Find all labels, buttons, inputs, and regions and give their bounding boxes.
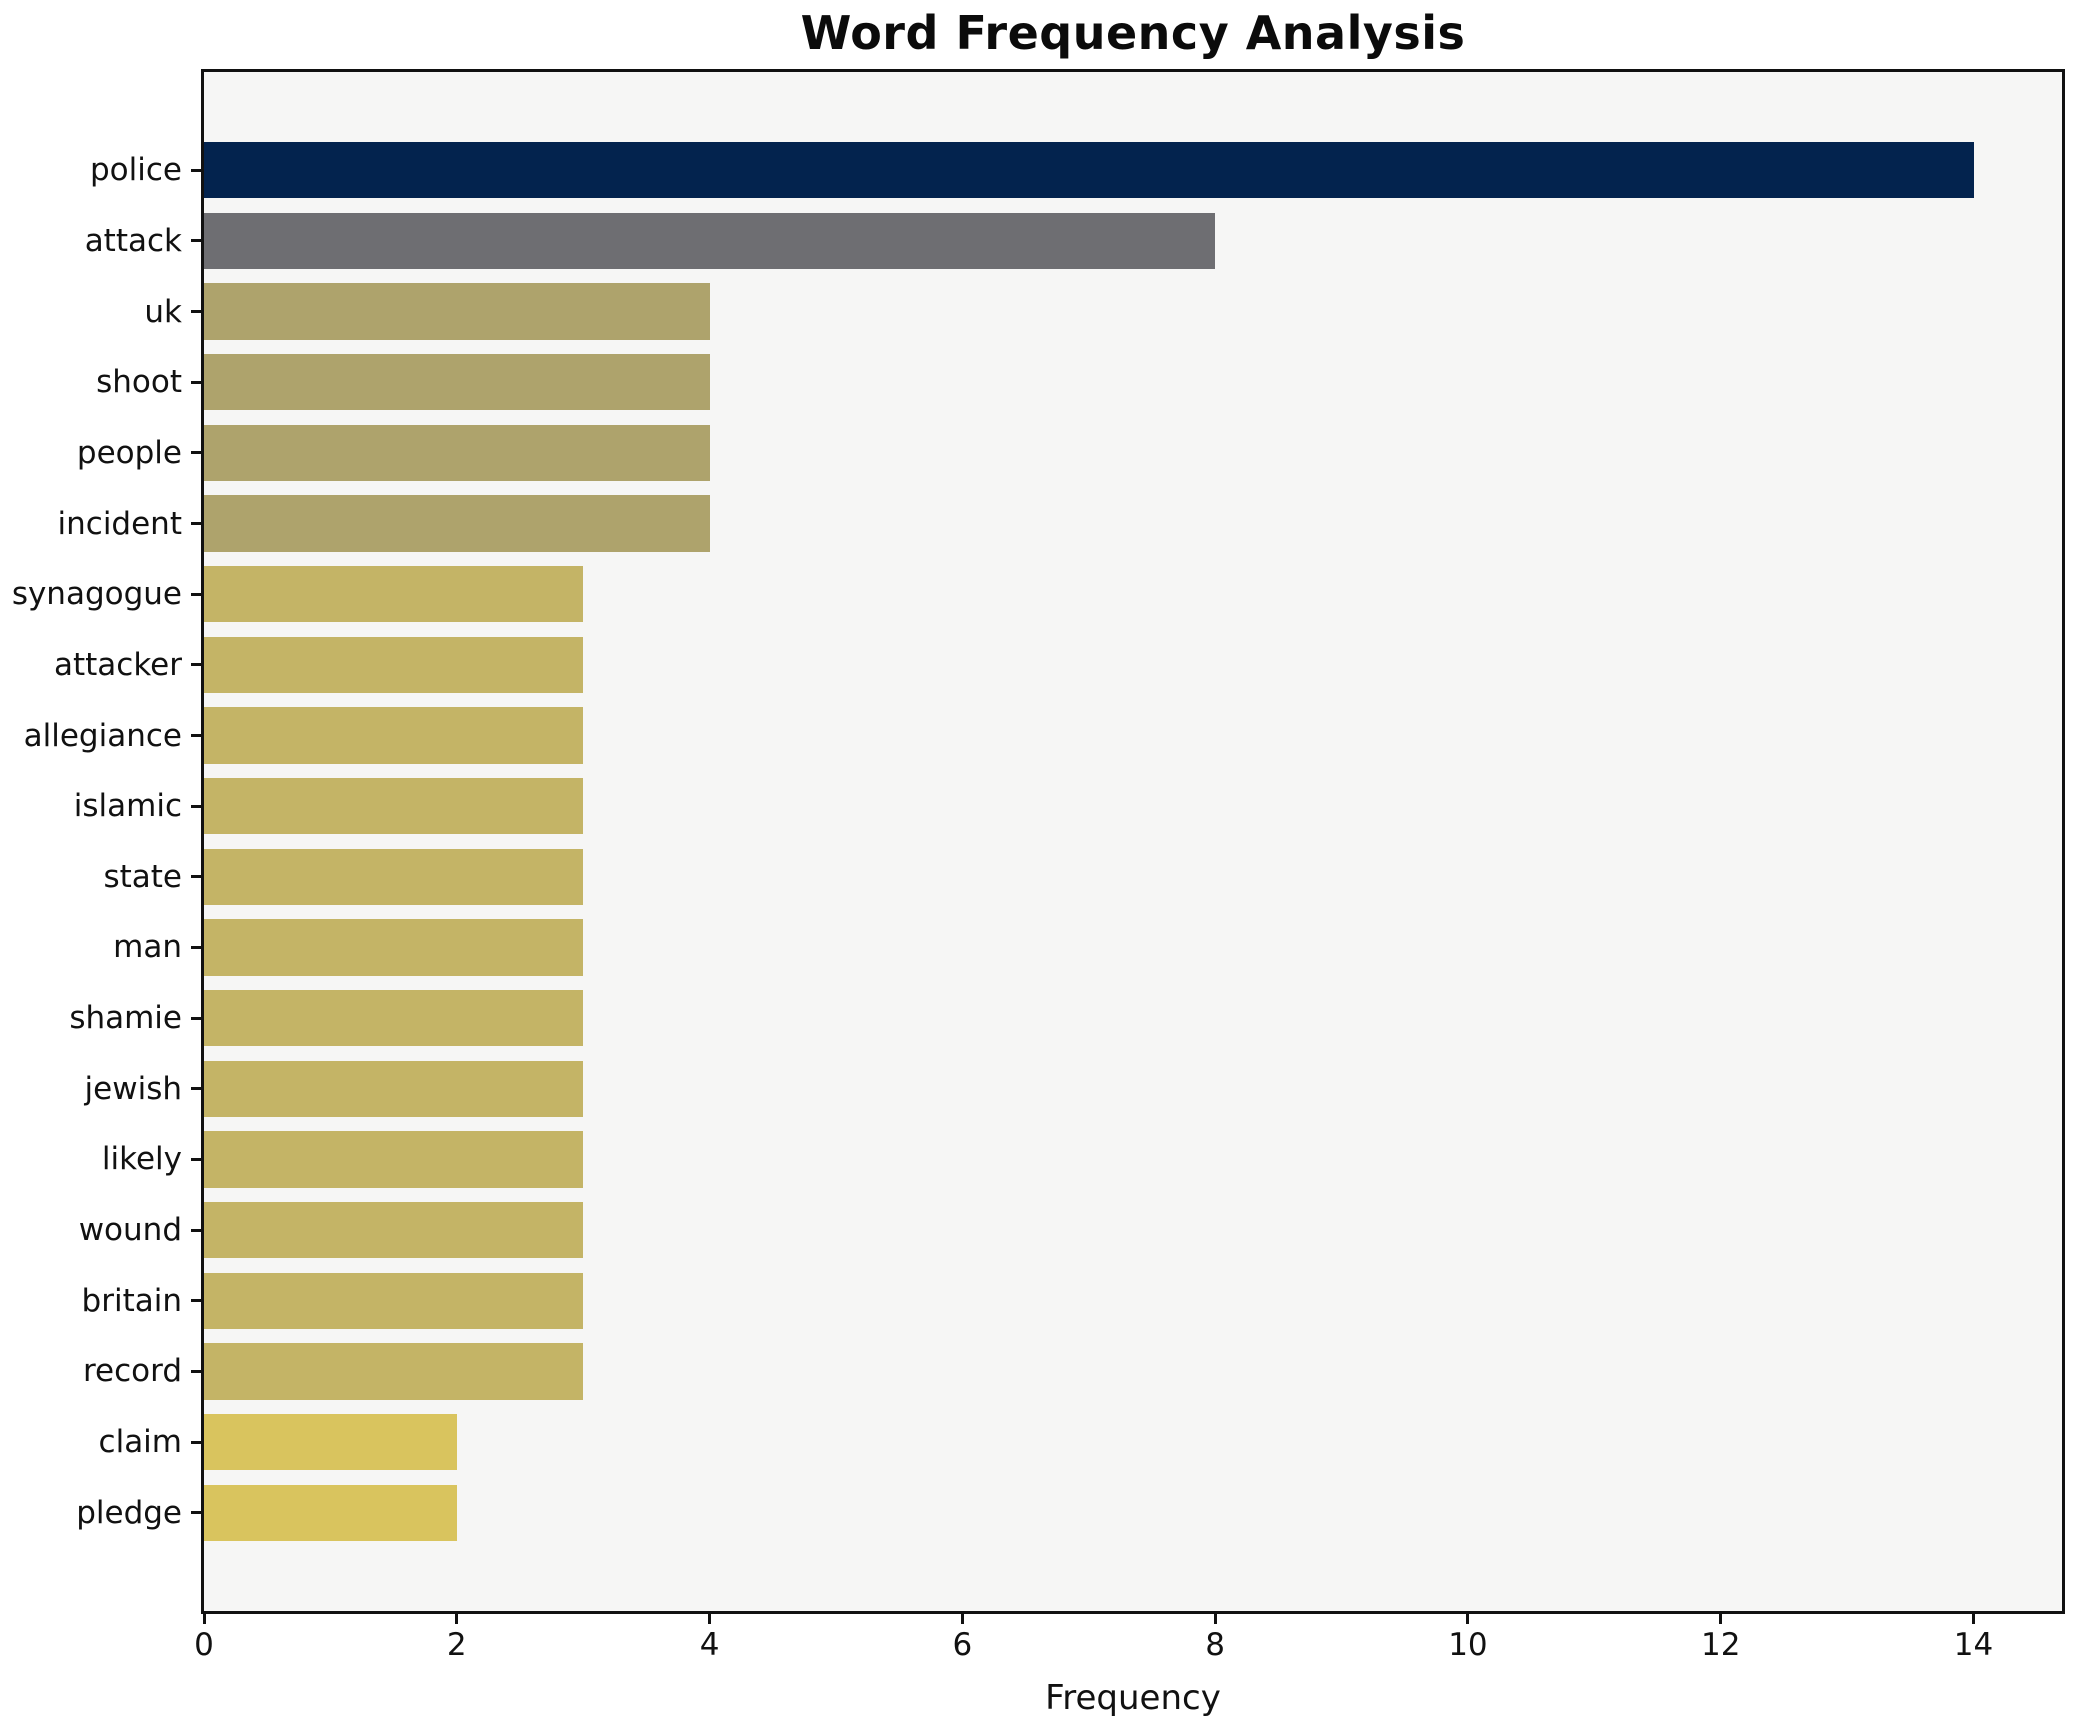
bar-shamie: [204, 989, 584, 1047]
x-tick-mark: [455, 1614, 459, 1624]
y-tick-label-pledge: pledge: [76, 1494, 182, 1531]
y-tick-label-jewish: jewish: [84, 1070, 182, 1107]
y-tick-mark: [191, 734, 201, 737]
bar-record: [204, 1343, 584, 1400]
y-tick-label-record: record: [82, 1353, 182, 1390]
y-tick-label-attack: attack: [84, 222, 182, 259]
bar-police: [204, 141, 1974, 199]
y-tick-mark: [191, 1016, 201, 1020]
bar-allegiance: [204, 707, 584, 764]
x-tick-mark: [1719, 1614, 1723, 1624]
y-tick-mark: [191, 1369, 201, 1373]
y-tick-label-allegiance: allegiance: [23, 717, 182, 754]
y-tick-mark: [191, 168, 201, 172]
x-tick-mark: [1213, 1614, 1217, 1624]
y-tick-mark: [191, 1511, 201, 1515]
bars-container: [204, 72, 2062, 1611]
x-tick-mark: [202, 1614, 206, 1624]
y-tick-label-police: police: [90, 152, 182, 189]
y-tick-mark: [191, 1299, 201, 1303]
bar-wound: [204, 1201, 584, 1259]
bar-islamic: [204, 777, 584, 835]
y-tick-mark: [191, 380, 201, 384]
y-tick-label-uk: uk: [144, 293, 182, 330]
y-tick-mark: [191, 804, 201, 808]
y-tick-mark: [191, 875, 201, 879]
y-tick-mark: [191, 945, 201, 949]
y-tick-label-likely: likely: [101, 1141, 182, 1178]
y-tick-label-synagogue: synagogue: [11, 576, 182, 613]
y-tick-label-state: state: [103, 858, 182, 895]
y-tick-mark: [191, 663, 201, 667]
x-tick-label-12: 12: [1701, 1627, 1741, 1663]
y-tick-label-claim: claim: [98, 1424, 182, 1461]
bar-britain: [204, 1272, 584, 1330]
y-tick-mark: [191, 451, 201, 455]
chart-title: Word Frequency Analysis: [800, 6, 1466, 60]
y-tick-mark: [191, 522, 201, 526]
bar-attack: [204, 212, 1216, 270]
y-tick-mark: [191, 1087, 201, 1091]
x-tick-mark: [708, 1614, 712, 1624]
x-axis-label: Frequency: [1045, 1678, 1221, 1718]
plot-area: [201, 69, 2065, 1614]
y-tick-label-people: people: [76, 434, 182, 471]
bar-shoot: [204, 353, 710, 411]
x-tick-label-6: 6: [952, 1627, 973, 1663]
x-tick-label-4: 4: [699, 1627, 720, 1663]
bar-state: [204, 848, 584, 906]
y-tick-label-shamie: shamie: [69, 1000, 182, 1037]
x-tick-mark: [1972, 1614, 1976, 1624]
bar-uk: [204, 283, 710, 340]
y-tick-mark: [191, 592, 201, 596]
x-tick-label-2: 2: [446, 1627, 467, 1663]
x-tick-label-0: 0: [194, 1627, 214, 1663]
bar-jewish: [204, 1060, 584, 1118]
y-tick-mark: [191, 310, 201, 314]
y-tick-mark: [191, 1228, 201, 1232]
bar-people: [204, 424, 710, 482]
y-tick-mark: [191, 1157, 201, 1161]
x-tick-label-10: 10: [1448, 1627, 1488, 1663]
y-tick-label-attacker: attacker: [53, 646, 182, 683]
bar-man: [204, 919, 584, 976]
x-tick-label-8: 8: [1205, 1627, 1226, 1663]
y-tick-label-islamic: islamic: [73, 788, 182, 825]
y-tick-label-man: man: [113, 929, 182, 966]
bar-synagogue: [204, 565, 584, 623]
bar-likely: [204, 1131, 584, 1188]
bar-claim: [204, 1413, 457, 1471]
x-tick-mark: [1466, 1614, 1470, 1624]
y-tick-mark: [191, 1440, 201, 1444]
bar-incident: [204, 495, 710, 552]
bar-attacker: [204, 636, 584, 694]
x-tick-label-14: 14: [1953, 1627, 1994, 1663]
y-tick-label-incident: incident: [57, 505, 182, 542]
y-tick-label-wound: wound: [78, 1212, 182, 1249]
y-tick-label-shoot: shoot: [96, 364, 182, 401]
bar-pledge: [204, 1484, 457, 1542]
x-tick-mark: [960, 1614, 964, 1624]
y-tick-mark: [191, 239, 201, 243]
y-tick-label-britain: britain: [81, 1282, 182, 1319]
